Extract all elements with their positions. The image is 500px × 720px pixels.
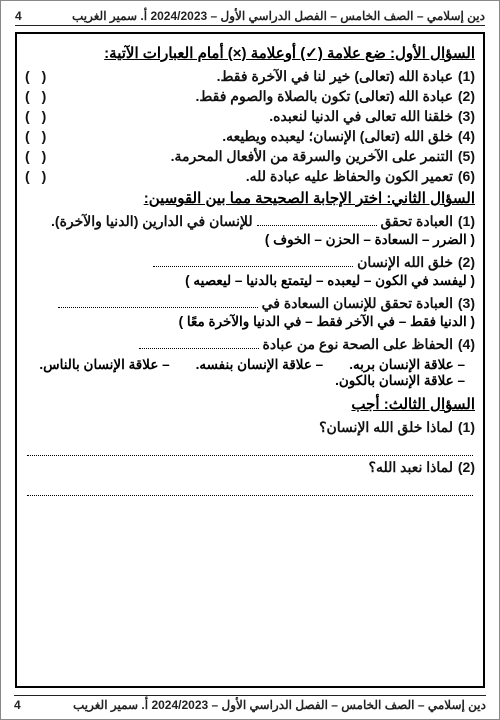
option-text: علاقة الإنسان بالكون.: [335, 373, 454, 388]
q2-lead: خلق الله الإنسان: [357, 254, 453, 270]
answer-slot[interactable]: (): [25, 128, 115, 144]
answer-line[interactable]: [27, 442, 473, 456]
q1-num: (2): [453, 88, 475, 104]
q2-item: (2) خلق الله الإنسان: [25, 254, 475, 271]
q1-item: (5) التنمر على الآخرين والسرقة من الأفعا…: [25, 148, 475, 165]
q2-num: (1): [453, 213, 475, 229]
q1-num: (5): [453, 148, 475, 164]
option[interactable]: – علاقة الإنسان بنفسه.: [196, 357, 324, 373]
q3-num: (1): [453, 419, 475, 435]
q1-num: (6): [453, 168, 475, 184]
answer-slot[interactable]: (): [25, 168, 115, 184]
q1-item: (2) عبادة الله (تعالى) تكون بالصلاة والص…: [25, 88, 475, 105]
q3-text: لماذا خلق الله الإنسان؟: [25, 419, 453, 436]
footer-left: 4: [14, 698, 21, 712]
q2-lead: الحفاظ على الصحة نوع من عبادة: [263, 336, 453, 352]
q1-item: (1) عبادة الله (تعالى) خير لنا في الآخرة…: [25, 68, 475, 85]
answer-slot[interactable]: (): [25, 68, 115, 84]
q3-title: السؤال الثالث: أجب: [25, 395, 475, 413]
q2-tail: للإنسان في الدارين (الدنيا والآخرة).: [51, 213, 253, 229]
page-header: دين إسلامي – الصف الخامس – الفصل الدراسي…: [15, 9, 485, 26]
option[interactable]: – علاقة الإنسان بالناس.: [39, 357, 169, 373]
blank[interactable]: [58, 295, 258, 308]
q1-title: السؤال الأول: ضع علامة (✓) أوعلامة (×) أ…: [25, 44, 475, 62]
q2-lead: العبادة تحقق: [380, 213, 453, 229]
q2-stem: خلق الله الإنسان: [25, 254, 453, 271]
answer-line[interactable]: [27, 482, 473, 496]
blank[interactable]: [153, 254, 353, 267]
q2-options: ( الضرر – السعادة – الحزن – الخوف ): [25, 232, 475, 248]
answer-slot[interactable]: (): [25, 108, 115, 124]
q2-item: (1) العبادة تحقق للإنسان في الدارين (الد…: [25, 213, 475, 230]
option-text: علاقة الإنسان بالناس.: [39, 357, 158, 372]
q3-num: (2): [453, 459, 475, 475]
q1-text: عبادة الله (تعالى) خير لنا في الآخرة فقط…: [115, 68, 453, 85]
q2-stem: الحفاظ على الصحة نوع من عبادة: [25, 336, 453, 353]
option-text: علاقة الإنسان بنفسه.: [196, 357, 312, 372]
blank[interactable]: [257, 213, 377, 226]
q3-item: (1) لماذا خلق الله الإنسان؟: [25, 419, 475, 436]
q2-num: (4): [453, 336, 475, 352]
option[interactable]: – علاقة الإنسان بالكون.: [335, 373, 465, 389]
q3-text: لماذا نعبد الله؟: [25, 459, 453, 476]
q2-options: ( ليفسد في الكون – ليعبده – ليتمتع بالدن…: [25, 273, 475, 289]
q2-item: (3) العبادة تحقق للإنسان السعادة في: [25, 295, 475, 312]
footer-right: دين إسلامي – الصف الخامس – الفصل الدراسي…: [73, 698, 486, 712]
header-left: 4: [15, 9, 22, 23]
q1-text: عبادة الله (تعالى) تكون بالصلاة والصوم ف…: [115, 88, 453, 105]
q3-item: (2) لماذا نعبد الله؟: [25, 459, 475, 476]
q1-num: (3): [453, 108, 475, 124]
q1-num: (4): [453, 128, 475, 144]
q1-item: (4) خلق الله (تعالى) الإنسان؛ ليعبده ويط…: [25, 128, 475, 145]
q2-options: ( الدنيا فقط – في الآخر فقط – في الدنيا …: [25, 314, 475, 330]
option-text: علاقة الإنسان بربه.: [349, 357, 454, 372]
q2-stem: العبادة تحقق للإنسان السعادة في: [25, 295, 453, 312]
q2-title: السؤال الثاني: اختر الإجابة الصحيحة مما …: [25, 189, 475, 207]
q1-text: خلقنا الله تعالى في الدنيا لنعبده.: [115, 108, 453, 125]
q1-num: (1): [453, 68, 475, 84]
q2-item: (4) الحفاظ على الصحة نوع من عبادة: [25, 336, 475, 353]
answer-slot[interactable]: (): [25, 148, 115, 164]
q1-item: (3) خلقنا الله تعالى في الدنيا لنعبده. (…: [25, 108, 475, 125]
q2-num: (3): [453, 295, 475, 311]
option[interactable]: – علاقة الإنسان بربه.: [349, 357, 465, 373]
q2-lead: العبادة تحقق للإنسان السعادة في: [262, 295, 453, 311]
q2-4-options: – علاقة الإنسان بربه. – علاقة الإنسان بن…: [35, 357, 465, 389]
answer-slot[interactable]: (): [25, 88, 115, 104]
q1-text: خلق الله (تعالى) الإنسان؛ ليعبده ويطيعه.: [115, 128, 453, 145]
q2-num: (2): [453, 254, 475, 270]
header-right: دين إسلامي – الصف الخامس – الفصل الدراسي…: [72, 9, 485, 23]
q1-text: التنمر على الآخرين والسرقة من الأفعال ال…: [115, 148, 453, 165]
q1-text: تعمير الكون والحفاظ عليه عبادة لله.: [115, 168, 453, 185]
page: دين إسلامي – الصف الخامس – الفصل الدراسي…: [0, 0, 500, 720]
q1-item: (6) تعمير الكون والحفاظ عليه عبادة لله. …: [25, 168, 475, 185]
content-frame: السؤال الأول: ضع علامة (✓) أوعلامة (×) أ…: [15, 32, 485, 688]
page-footer: دين إسلامي – الصف الخامس – الفصل الدراسي…: [14, 695, 486, 714]
blank[interactable]: [139, 336, 259, 349]
q2-stem: العبادة تحقق للإنسان في الدارين (الدنيا …: [25, 213, 453, 230]
